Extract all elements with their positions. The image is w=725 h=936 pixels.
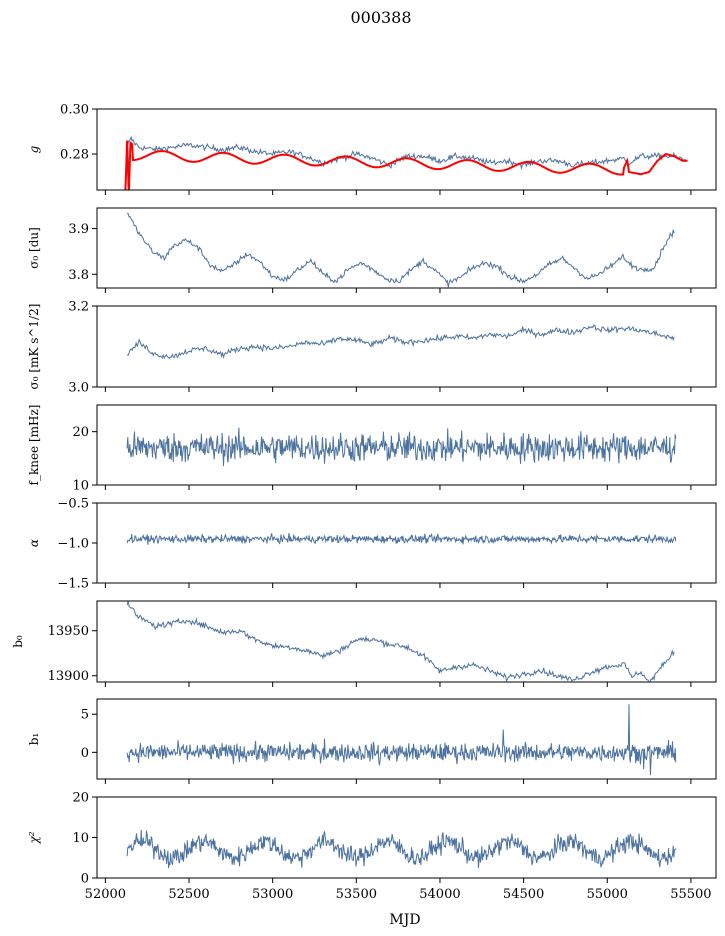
axes-frame bbox=[96, 502, 717, 584]
y-tick-label: 3.2 bbox=[68, 300, 89, 315]
y-axis-label: b₁ bbox=[27, 733, 41, 746]
series-line-sigma0_du bbox=[126, 212, 675, 288]
axes-frame bbox=[96, 600, 717, 683]
x-tick-label: 55000 bbox=[587, 887, 628, 902]
axes-frame bbox=[96, 305, 717, 388]
x-tick-label: 54000 bbox=[419, 887, 460, 902]
axes-frame bbox=[96, 108, 717, 191]
y-tick-label: 10 bbox=[72, 831, 89, 846]
subplot-4: 10 20 f_knee [mHz] bbox=[27, 404, 717, 494]
series-line-chi2 bbox=[126, 829, 677, 869]
y-tick-label: −1.5 bbox=[57, 577, 89, 592]
y-tick-label: −0.5 bbox=[57, 497, 89, 512]
y-axis-label: f_knee [mHz] bbox=[27, 405, 41, 486]
y-tick-label: 20 bbox=[72, 425, 89, 440]
series-line-alpha bbox=[126, 533, 677, 545]
y-tick-label: 13950 bbox=[48, 624, 89, 639]
y-tick-label: 0.30 bbox=[60, 103, 89, 118]
subplot-stack: 0.28 0.30 g 3.8 3.9 σ₀ [du] 3.0 3.2 σ₀ [mK s^1/2… bbox=[11, 103, 717, 902]
y-tick-label: 0.28 bbox=[60, 148, 89, 163]
x-tick-label: 53500 bbox=[336, 887, 377, 902]
x-tick-label: 52500 bbox=[168, 887, 209, 902]
subplot-8: 0 10 20 52000 52500 53000 53500 54000 54500 55000… bbox=[27, 791, 717, 902]
subplot-3: 3.0 3.2 σ₀ [mK s^1/2] bbox=[27, 300, 717, 396]
x-tick-label: 52000 bbox=[85, 887, 126, 902]
y-tick-label: 13900 bbox=[48, 669, 89, 684]
axes-frame bbox=[96, 404, 717, 486]
y-tick-label: 3.0 bbox=[68, 381, 89, 396]
x-tick-label: 55500 bbox=[670, 887, 711, 902]
series-line-model bbox=[124, 140, 688, 190]
series-line-measured bbox=[126, 135, 686, 171]
y-tick-label: 3.8 bbox=[68, 268, 89, 283]
y-axis-label: σ₀ [mK s^1/2] bbox=[27, 304, 41, 390]
y-tick-label: 5 bbox=[81, 708, 89, 723]
axes-frame bbox=[96, 796, 717, 879]
y-tick-label: 0 bbox=[81, 746, 89, 761]
subplot-2: 3.8 3.9 σ₀ [du] bbox=[27, 207, 717, 293]
y-axis-label: α bbox=[27, 539, 41, 547]
x-tick-label: 53000 bbox=[252, 887, 293, 902]
subplot-1: 0.28 0.30 g bbox=[27, 103, 717, 195]
y-axis-label: χ² bbox=[27, 831, 41, 844]
y-axis-label: g bbox=[27, 145, 41, 153]
subplot-7: 0 5 b₁ bbox=[27, 698, 717, 784]
y-tick-label: 3.9 bbox=[68, 222, 89, 237]
figure-title: 000388 bbox=[350, 8, 411, 27]
y-axis-label: b₀ bbox=[11, 635, 25, 648]
axes-frame bbox=[96, 698, 717, 780]
series-line-fknee bbox=[126, 427, 677, 467]
x-axis-label: MJD bbox=[389, 912, 420, 928]
y-axis-label: σ₀ [du] bbox=[27, 227, 41, 269]
axes-frame bbox=[96, 207, 717, 289]
y-tick-label: 20 bbox=[72, 791, 89, 806]
subplot-6: 13900 13950 b₀ bbox=[11, 600, 717, 687]
y-tick-label: 10 bbox=[72, 479, 89, 494]
y-tick-label: 0 bbox=[81, 872, 89, 887]
subplot-5: −1.5 −1.0 −0.5 α bbox=[27, 497, 717, 592]
x-tick-label: 54500 bbox=[503, 887, 544, 902]
series-line-sigma0_mK bbox=[126, 324, 675, 360]
series-line-b0 bbox=[126, 601, 675, 682]
series-line-b1 bbox=[126, 704, 677, 776]
y-tick-label: −1.0 bbox=[57, 537, 89, 552]
